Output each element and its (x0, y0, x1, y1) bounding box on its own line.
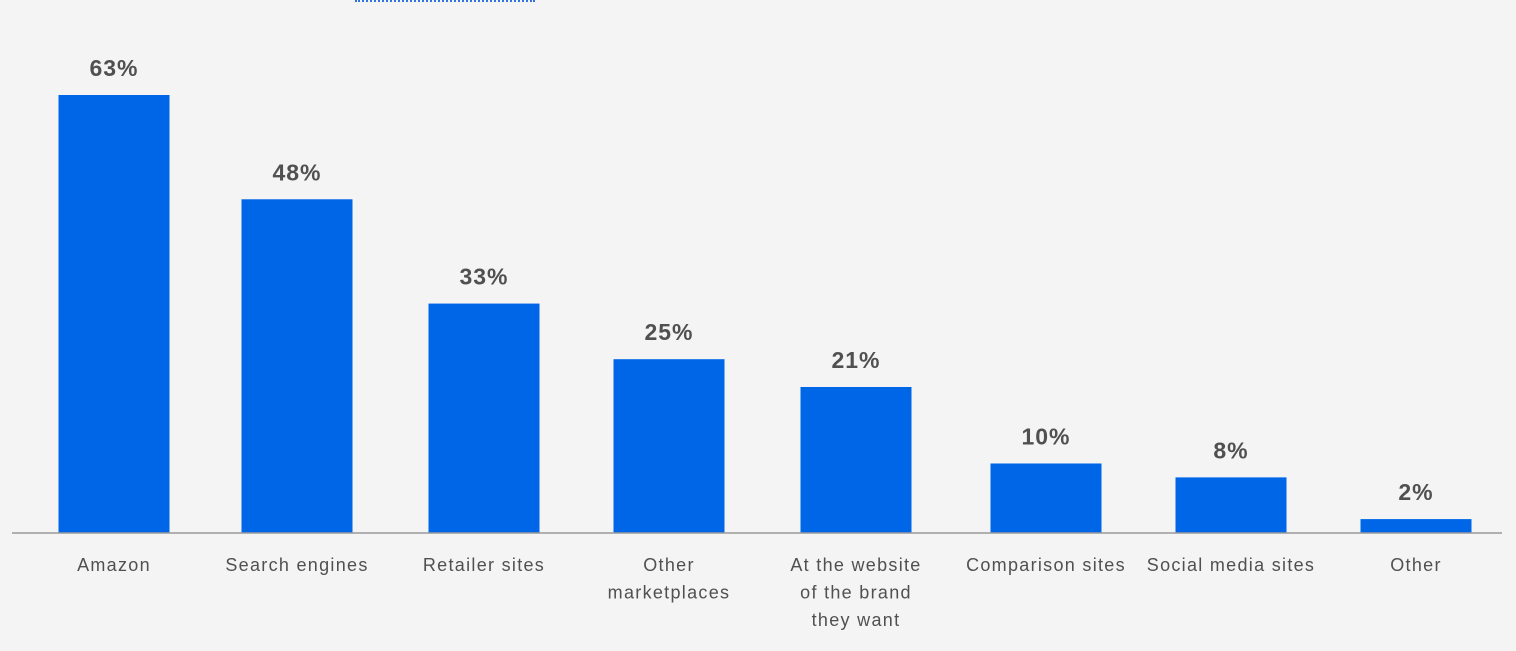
category-label-other-marketplaces: Other marketplaces (608, 555, 731, 603)
category-label-social-media-sites: Social media sites (1147, 555, 1315, 575)
category-label-line: Amazon (77, 555, 151, 575)
category-label-line: Search engines (225, 555, 368, 575)
category-label-line: Social media sites (1147, 555, 1315, 575)
bar-social-media-sites (1175, 477, 1287, 533)
category-label-search-engines: Search engines (225, 555, 368, 575)
value-label-comparison-sites: 10% (1021, 423, 1070, 449)
bar-other (1360, 519, 1472, 533)
bars-layer (58, 95, 1472, 534)
bar-search-engines (241, 199, 353, 534)
category-label-line: At the website (790, 555, 921, 575)
labels-layer: 63% Amazon 48% Search engines 33% Retailer si… (77, 55, 1442, 630)
bar-amazon (58, 95, 170, 533)
value-label-search-engines: 48% (272, 159, 321, 185)
category-label-at-the-website-of-the-brand-they-want: At the website of the brand they want (790, 555, 921, 630)
category-label-line: they want (812, 610, 901, 630)
category-label-retailer-sites: Retailer sites (423, 555, 545, 575)
bar-comparison-sites (990, 463, 1102, 533)
category-label-line: Other (643, 555, 695, 575)
bar-other-marketplaces (613, 359, 725, 533)
category-label-line: Retailer sites (423, 555, 545, 575)
value-label-at-the-website-of-the-brand-they-want: 21% (831, 347, 880, 373)
value-label-social-media-sites: 8% (1213, 437, 1248, 463)
value-label-other: 2% (1398, 479, 1433, 505)
value-label-amazon: 63% (89, 55, 138, 81)
category-label-comparison-sites: Comparison sites (966, 555, 1126, 575)
category-label-line: Other (1390, 555, 1442, 575)
cropped-title-remnant (355, 0, 535, 5)
bar-at-the-website-of-the-brand-they-want (800, 387, 912, 533)
value-label-retailer-sites: 33% (459, 264, 508, 290)
category-label-line: marketplaces (608, 583, 731, 603)
category-label-amazon: Amazon (77, 555, 151, 575)
category-label-line: Comparison sites (966, 555, 1126, 575)
value-label-other-marketplaces: 25% (644, 319, 693, 345)
bar-retailer-sites (428, 303, 540, 533)
category-label-line: of the brand (800, 583, 912, 603)
category-label-other: Other (1390, 555, 1442, 575)
